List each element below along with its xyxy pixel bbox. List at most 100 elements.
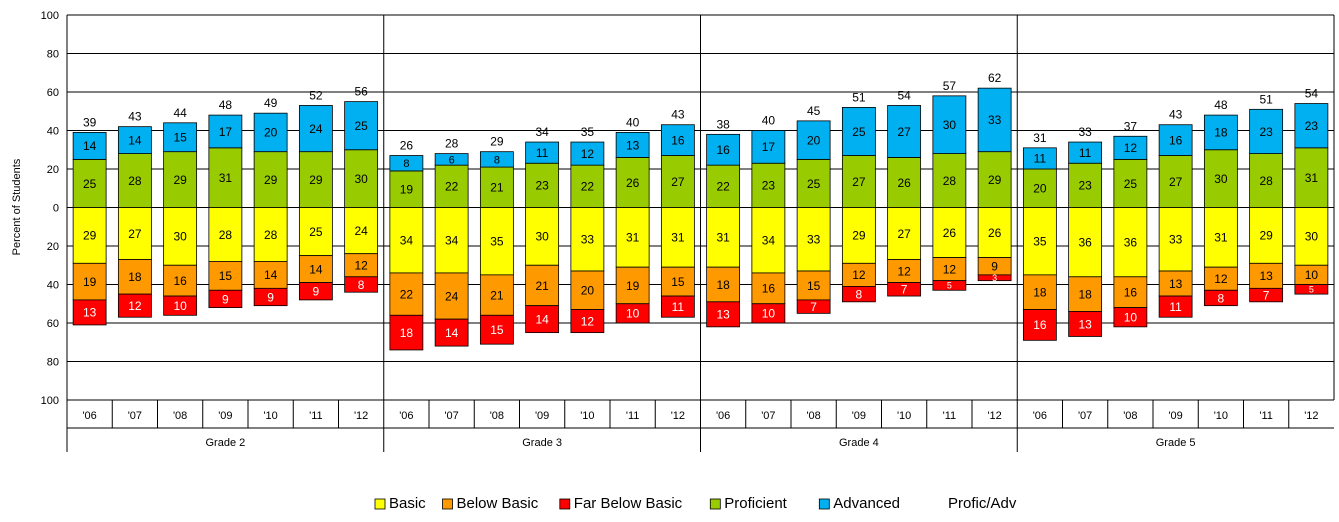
x-tick-label: '09 — [535, 410, 549, 422]
bar-segment-far-below-basic — [615, 303, 650, 324]
bar-value-label: 11 — [1079, 146, 1092, 160]
bar-segment-advanced — [434, 153, 469, 166]
bar-value-label: 13 — [716, 308, 730, 322]
bar-value-label: 13 — [1259, 269, 1273, 283]
bar-segment-proficient — [796, 158, 831, 208]
y-tick-label: 100 — [41, 395, 59, 407]
bar-segment-basic — [841, 207, 876, 264]
profic-adv-total-label: 43 — [671, 108, 685, 122]
bar-value-label: 24 — [309, 122, 323, 136]
bar-value-label: 12 — [128, 299, 142, 313]
bar-segment-advanced — [525, 141, 560, 164]
bar-segment-advanced — [1203, 114, 1238, 151]
bar-segment-basic — [977, 207, 1012, 258]
bar-segment-far-below-basic — [841, 286, 876, 303]
bar-value-label: 23 — [1305, 119, 1319, 133]
x-tick-label: '10 — [580, 410, 594, 422]
bar-segment-advanced — [1294, 103, 1329, 149]
bar-value-label: 29 — [83, 229, 97, 243]
bar-segment-proficient — [525, 162, 560, 208]
profic-adv-total-label: 62 — [988, 71, 1002, 85]
bar-segment-far-below-basic — [117, 293, 152, 318]
bar-segment-advanced — [977, 87, 1012, 153]
bar-segment-advanced — [72, 132, 107, 160]
bar-value-label: 36 — [1078, 235, 1092, 249]
bar-value-label: 22 — [445, 180, 459, 194]
bar-segment-basic — [570, 207, 605, 272]
bar-value-label: 7 — [901, 283, 908, 297]
profic-adv-total-label: 52 — [309, 88, 323, 102]
bar-segment-basic — [1158, 207, 1193, 272]
bar-segment-below-basic — [1068, 276, 1103, 312]
bar-segment-advanced — [1249, 108, 1284, 154]
bar-segment-below-basic — [163, 264, 198, 297]
x-tick-label: '10 — [263, 410, 277, 422]
x-tick-label: '08 — [173, 410, 187, 422]
bar-value-label: 20 — [264, 126, 278, 140]
data-labels: 2919132514392718122814433016102915442815… — [83, 71, 1318, 340]
bar-value-label: 35 — [1033, 235, 1047, 249]
bar-value-label: 24 — [445, 289, 459, 303]
legend: Basic Below Basic Far Below Basic Proficien… — [374, 495, 1017, 512]
bar-segment-below-basic — [751, 272, 786, 305]
bar-value-label: 25 — [309, 225, 323, 239]
bar-value-label: 31 — [219, 171, 233, 185]
profic-adv-total-label: 54 — [1305, 87, 1319, 101]
y-tick-label: 100 — [41, 10, 59, 22]
legend-label: Far Below Basic — [574, 495, 683, 512]
profic-adv-total-label: 31 — [1033, 131, 1047, 145]
bar-segment-far-below-basic — [706, 301, 741, 328]
bar-segment-far-below-basic — [253, 287, 288, 307]
bar-segment-advanced — [660, 124, 695, 156]
bar-segment-proficient — [163, 151, 198, 208]
bar-value-label: 28 — [128, 174, 142, 188]
bar-value-label: 18 — [128, 270, 142, 284]
legend-label: Basic — [389, 495, 426, 512]
bar-value-label: 14 — [445, 326, 459, 340]
bar-segment-proficient — [660, 155, 695, 208]
bar-value-label: 30 — [173, 230, 187, 244]
bar-value-label: 19 — [83, 275, 97, 289]
bar-value-label: 12 — [852, 268, 866, 282]
bar-value-label: 28 — [264, 228, 278, 242]
bar-segment-below-basic — [389, 272, 424, 316]
bar-value-label: 29 — [264, 173, 278, 187]
x-tick-label: '09 — [852, 410, 866, 422]
bar-segment-proficient — [72, 158, 107, 208]
bar-segment-below-basic — [1113, 276, 1148, 308]
bar-value-label: 30 — [535, 230, 549, 244]
bar-segment-below-basic — [479, 274, 514, 316]
x-tick-label: '07 — [1078, 410, 1092, 422]
bar-segment-far-below-basic — [72, 299, 107, 326]
bar-segment-basic — [208, 207, 243, 262]
bar-segment-advanced — [796, 120, 831, 160]
x-tick-label: '06 — [1033, 410, 1047, 422]
bar-segment-basic — [389, 207, 424, 274]
bar-segment-advanced — [841, 107, 876, 156]
bar-segment-far-below-basic — [1113, 307, 1148, 328]
bar-value-label: 13 — [1169, 277, 1183, 291]
bar-segment-below-basic — [1249, 262, 1284, 289]
bar-value-label: 25 — [83, 177, 97, 191]
group-label: Grade 3 — [522, 437, 562, 449]
profic-adv-total-label: 40 — [762, 114, 776, 128]
x-tick-label: '11 — [943, 410, 957, 422]
x-tick-label: '10 — [897, 410, 911, 422]
bar-value-label: 8 — [358, 278, 365, 292]
bar-segment-proficient — [389, 170, 424, 208]
bar-segment-proficient — [298, 151, 333, 208]
bar-value-label: 16 — [1033, 318, 1047, 332]
x-tick-label: '09 — [218, 410, 232, 422]
bar-value-label: 34 — [400, 234, 414, 248]
bar-value-label: 20 — [581, 284, 595, 298]
y-tick-label: 80 — [47, 49, 59, 61]
bar-segment-advanced — [253, 112, 288, 153]
y-tick-label: 60 — [47, 87, 59, 99]
bar-value-label: 30 — [1305, 230, 1319, 244]
x-tick-label: '06 — [716, 410, 730, 422]
x-tick-label: '06 — [82, 410, 96, 422]
bar-segment-basic — [1022, 207, 1057, 276]
bar-value-label: 15 — [807, 279, 821, 293]
bar-segment-far-below-basic — [660, 295, 695, 318]
bar-value-label: 14 — [309, 262, 323, 276]
